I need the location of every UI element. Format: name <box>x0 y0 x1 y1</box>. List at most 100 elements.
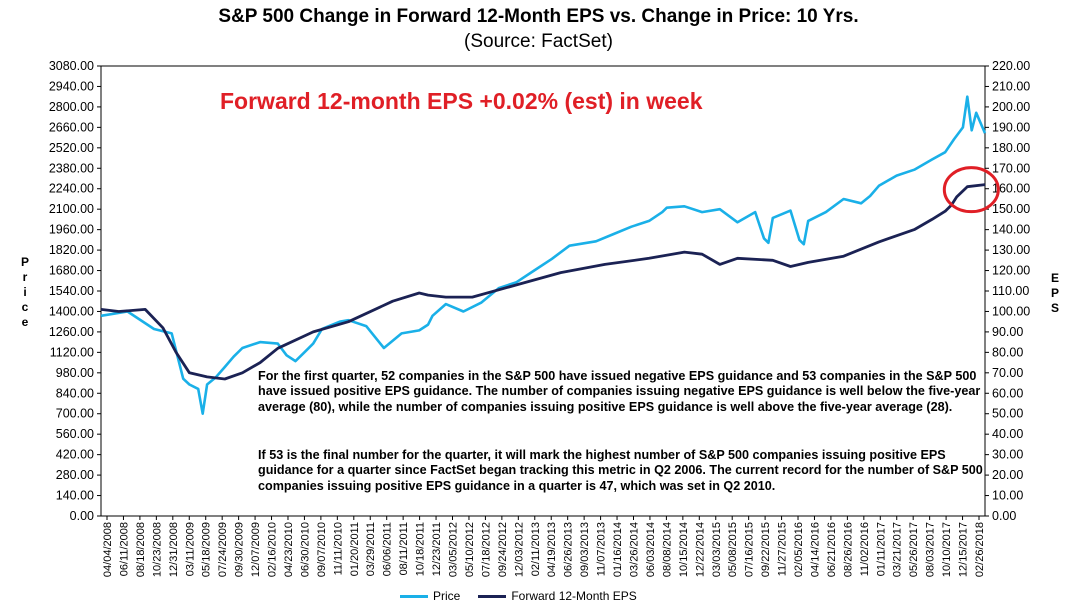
x-tick-label: 10/23/2008 <box>151 522 163 577</box>
legend-swatch-eps <box>478 594 507 598</box>
x-tick-label: 08/18/2008 <box>135 522 147 577</box>
y-tick-label-right: 60.00 <box>992 386 1023 400</box>
x-tick-label: 06/03/2014 <box>645 522 657 577</box>
y-axis-title-right-char: S <box>1050 301 1059 315</box>
y-tick-label-left: 1120.00 <box>50 345 94 359</box>
legend-item-price: Price <box>400 589 460 603</box>
y-tick-label-left: 2940.00 <box>49 79 94 93</box>
y-tick-label-right: 20.00 <box>992 468 1023 482</box>
x-tick-label: 03/11/2009 <box>184 522 196 576</box>
y-tick-label-left: 560.00 <box>56 427 94 441</box>
y-tick-label-right: 70.00 <box>992 366 1023 380</box>
x-tick-label: 01/20/2011 <box>349 522 361 576</box>
y-tick-label-right: 10.00 <box>992 489 1023 503</box>
x-tick-label: 05/18/2009 <box>201 522 213 577</box>
y-tick-label-right: 80.00 <box>992 345 1023 359</box>
x-tick-label: 06/11/2008 <box>118 522 130 576</box>
x-tick-label: 08/03/2017 <box>925 522 937 577</box>
y-tick-label-right: 140.00 <box>992 223 1030 237</box>
y-tick-label-right: 190.00 <box>992 120 1030 134</box>
y-tick-label-left: 980.00 <box>56 366 94 380</box>
y-tick-label-left: 280.00 <box>56 468 94 482</box>
y-tick-label-left: 840.00 <box>56 386 94 400</box>
y-tick-label-left: 1680.00 <box>49 264 94 278</box>
x-tick-label: 06/30/2010 <box>299 522 311 577</box>
x-tick-label: 09/07/2010 <box>316 522 328 577</box>
y-axis-title-right-char: E <box>1050 271 1059 285</box>
x-tick-label: 02/05/2016 <box>793 522 805 577</box>
x-tick-label: 02/26/2018 <box>974 522 986 577</box>
y-tick-label-right: 120.00 <box>992 264 1030 278</box>
y-tick-label-right: 100.00 <box>992 304 1030 318</box>
y-tick-label-left: 0.00 <box>70 509 94 523</box>
x-tick-label: 02/11/2013 <box>530 522 542 576</box>
y-tick-label-left: 2240.00 <box>49 182 94 196</box>
eps-weekly-change-annotation: Forward 12-month EPS +0.02% (est) in wee… <box>220 88 703 114</box>
x-tick-label: 04/14/2016 <box>809 522 821 577</box>
y-tick-label-left: 1960.00 <box>49 223 94 237</box>
y-tick-label-left: 2100.00 <box>49 202 94 216</box>
y-tick-label-right: 160.00 <box>992 182 1030 196</box>
x-tick-label: 03/29/2011 <box>365 522 377 576</box>
y-tick-label-right: 30.00 <box>992 448 1023 462</box>
x-tick-label: 06/26/2013 <box>563 522 575 577</box>
y-tick-label-right: 180.00 <box>992 141 1030 155</box>
y-tick-label-left: 2380.00 <box>49 161 94 175</box>
chart-subtitle: (Source: FactSet) <box>464 31 613 52</box>
legend-item-eps: Forward 12-Month EPS <box>478 589 637 603</box>
x-tick-label: 04/19/2013 <box>546 522 558 577</box>
eps-series-line <box>100 183 986 381</box>
x-tick-label: 12/23/2011 <box>431 522 443 576</box>
guidance-note-paragraph-2: If 53 is the final number for the quarte… <box>258 448 983 493</box>
x-tick-label: 04/23/2010 <box>283 522 295 577</box>
y-axis-title-left-char: c <box>21 300 29 314</box>
x-tick-label: 12/15/2017 <box>958 522 970 577</box>
y-tick-label-right: 110.00 <box>992 284 1029 298</box>
x-tick-label: 06/21/2016 <box>826 522 838 577</box>
y-tick-label-left: 2800.00 <box>49 100 94 114</box>
y-axis-title-left-char: i <box>23 285 27 299</box>
y-tick-label-left: 140.00 <box>56 489 94 503</box>
y-tick-label-left: 1540.00 <box>49 284 94 298</box>
x-tick-label: 03/21/2017 <box>892 522 904 577</box>
x-tick-label: 01/11/2017 <box>875 522 887 576</box>
x-tick-label: 07/24/2009 <box>217 522 229 577</box>
x-tick-label: 09/03/2013 <box>579 522 591 577</box>
y-tick-label-left: 420.00 <box>56 448 94 462</box>
x-tick-label: 11/02/2016 <box>859 522 871 576</box>
x-tick-label: 10/18/2011 <box>415 522 427 576</box>
y-axis-title-right-char: P <box>1050 286 1059 300</box>
y-tick-label-left: 1260.00 <box>49 325 94 339</box>
x-tick-label: 03/03/2015 <box>711 522 723 577</box>
x-tick-label: 09/22/2015 <box>760 522 772 577</box>
x-tick-label: 03/05/2012 <box>448 522 460 577</box>
x-tick-label: 12/31/2008 <box>168 522 180 577</box>
y-axis-title-left: P r i c e <box>19 255 31 330</box>
legend-swatch-price <box>400 594 428 598</box>
guidance-note-paragraph-1: For the first quarter, 52 companies in t… <box>258 369 981 414</box>
y-tick-label-left: 700.00 <box>56 407 94 421</box>
y-axis-title-left-char: e <box>21 315 29 329</box>
x-tick-label: 09/24/2012 <box>497 522 509 577</box>
y-tick-label-right: 220.00 <box>992 59 1030 73</box>
x-tick-label: 11/27/2015 <box>777 522 789 576</box>
x-tick-label: 10/10/2017 <box>941 522 953 577</box>
y-tick-label-right: 130.00 <box>992 243 1030 257</box>
y-tick-label-left: 3080.00 <box>49 59 94 73</box>
y-tick-label-left: 1820.00 <box>49 243 94 257</box>
x-tick-label: 05/08/2015 <box>727 522 739 577</box>
y-tick-label-right: 0.00 <box>992 509 1016 523</box>
chart-legend: Price Forward 12-Month EPS <box>400 589 655 603</box>
x-tick-label: 05/10/2012 <box>464 522 476 577</box>
x-tick-label: 11/11/2010 <box>332 522 344 575</box>
y-axis-title-right: E P S <box>1049 271 1061 316</box>
x-tick-label: 10/15/2014 <box>678 522 690 577</box>
y-tick-label-right: 170.00 <box>992 161 1030 175</box>
x-tick-label: 12/07/2009 <box>250 522 262 577</box>
y-axis-title-left-char: r <box>22 270 28 284</box>
y-tick-label-right: 40.00 <box>992 427 1023 441</box>
x-tick-label: 06/06/2011 <box>382 522 394 576</box>
y-tick-label-right: 150.00 <box>992 202 1030 216</box>
y-tick-label-right: 210.00 <box>992 79 1030 93</box>
